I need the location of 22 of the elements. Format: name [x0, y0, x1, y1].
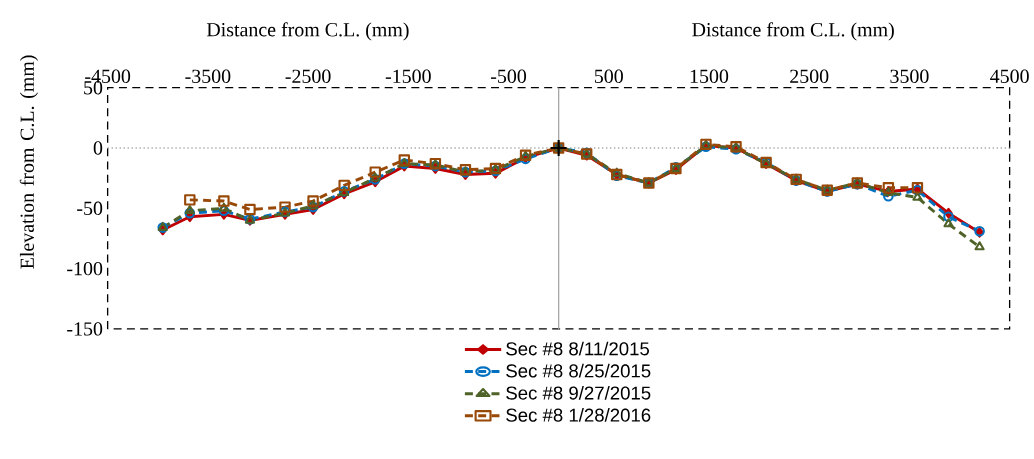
- x-tick-label: 500: [594, 69, 623, 83]
- legend-label: Sec #8 9/27/2015: [506, 385, 651, 400]
- x-tick-label: -500: [490, 69, 527, 83]
- x-tick-label: 2500: [790, 69, 829, 83]
- y-tick-label: -100: [67, 261, 103, 276]
- y-tick-label: 0: [93, 141, 103, 155]
- x-tick-label: 3500: [890, 69, 929, 83]
- x-tick-label: -1500: [385, 69, 431, 83]
- y-tick-label: -150: [67, 321, 103, 336]
- legend-label: Sec #8 1/28/2016: [506, 407, 651, 422]
- y-axis-title: Elevation from C.L. (mm): [19, 55, 39, 269]
- y-tick-label: -50: [77, 201, 103, 215]
- x-tick-label: -3500: [185, 69, 231, 83]
- x-tick-label: -4500: [85, 69, 131, 83]
- x-axis-title: Distance from C.L. (mm): [206, 21, 409, 41]
- x-tick-label: -2500: [285, 69, 331, 83]
- text: Distance from C.L. (mm): [692, 21, 894, 41]
- legend-label: Sec #8 8/11/2015: [506, 341, 650, 356]
- y-tick-label: 50: [84, 80, 103, 95]
- x-tick-label: 4500: [990, 69, 1029, 83]
- legend-label: Sec #8 8/25/2015: [506, 363, 651, 378]
- x-tick-label: 1500: [690, 69, 729, 83]
